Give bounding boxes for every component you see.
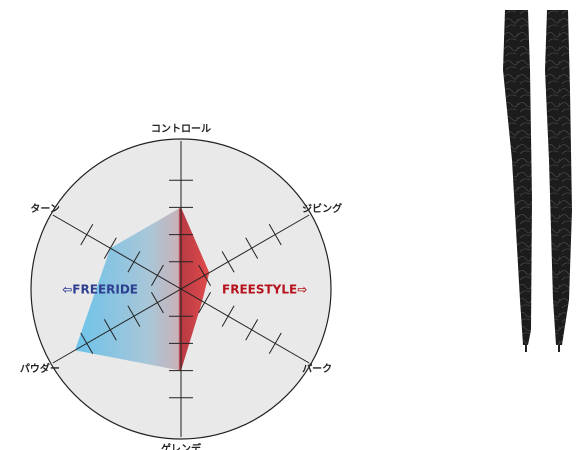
tick-mark bbox=[198, 291, 211, 314]
tick-mark bbox=[80, 332, 94, 355]
tick-mark bbox=[80, 223, 94, 246]
tick-mark bbox=[245, 319, 259, 341]
tick-mark bbox=[221, 305, 235, 327]
axis-label: コントロール bbox=[151, 123, 211, 135]
radar-area bbox=[74, 207, 210, 371]
annotation: FREESTYLE⇨ bbox=[222, 283, 307, 297]
tick-mark bbox=[221, 251, 235, 273]
tick-mark bbox=[103, 319, 117, 341]
tick-mark bbox=[245, 237, 259, 259]
annotation: ⇦FREERIDE bbox=[62, 283, 138, 297]
axis-label: ゲレンデ bbox=[161, 442, 202, 450]
tick-mark bbox=[198, 264, 211, 287]
tick-mark bbox=[103, 237, 117, 259]
tick-mark bbox=[268, 332, 282, 355]
product-image bbox=[503, 10, 572, 352]
tick-mark bbox=[127, 305, 141, 327]
axis-line bbox=[52, 214, 310, 364]
tick-mark bbox=[127, 251, 141, 273]
axis-label: パウダー bbox=[20, 362, 60, 375]
tick-mark bbox=[151, 291, 164, 314]
axis-label: パーク bbox=[302, 363, 332, 375]
tick-mark bbox=[268, 223, 282, 246]
axis-label: ターン bbox=[30, 203, 60, 215]
tick-mark bbox=[151, 264, 164, 287]
axis-label: ジビング bbox=[302, 202, 342, 215]
